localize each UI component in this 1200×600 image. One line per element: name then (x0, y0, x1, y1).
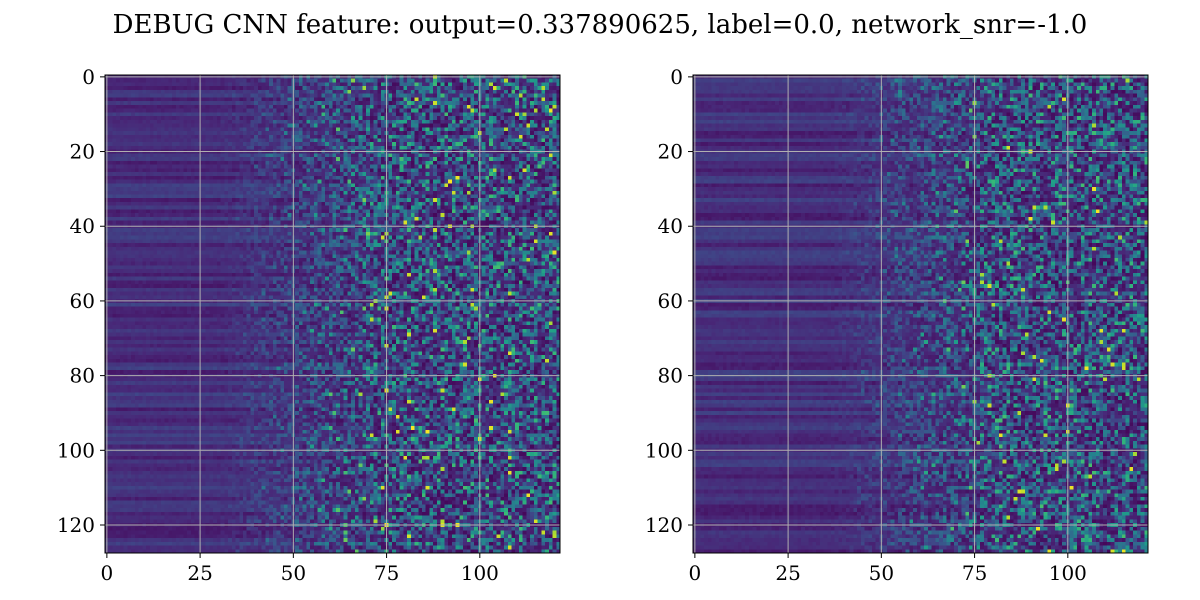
y-tick-label: 40 (658, 214, 683, 238)
x-tick-label: 25 (187, 561, 212, 585)
axes-frame (104, 74, 561, 554)
y-tick-label: 60 (70, 289, 95, 313)
heatmap-image (693, 75, 1148, 553)
y-tick-label: 120 (57, 513, 95, 537)
x-tick-label: 75 (962, 561, 987, 585)
heatmap-panel-right: 0 25 50 75 100 0 20 40 60 80 100 120 (645, 65, 1149, 585)
y-tick-label: 0 (82, 65, 95, 89)
y-tick-label: 60 (658, 289, 683, 313)
figure-title: DEBUG CNN feature: output=0.337890625, l… (113, 10, 1088, 40)
x-tick-label: 100 (461, 561, 499, 585)
y-tick-label: 80 (70, 364, 95, 388)
x-tick-label: 0 (688, 561, 701, 585)
y-tick-label: 100 (645, 438, 683, 462)
y-tick-label: 20 (70, 140, 95, 164)
y-tick-label: 100 (57, 438, 95, 462)
x-tick-label: 0 (100, 561, 113, 585)
x-tick-label: 50 (869, 561, 894, 585)
y-tick-label: 120 (645, 513, 683, 537)
y-tick-label: 40 (70, 214, 95, 238)
x-tick-label: 25 (775, 561, 800, 585)
heatmap-image (105, 75, 560, 553)
y-tick-label: 20 (658, 140, 683, 164)
y-tick-label: 80 (658, 364, 683, 388)
x-tick-label: 50 (281, 561, 306, 585)
heatmap-panel-left: 0 25 50 75 100 0 20 40 60 80 100 120 (57, 65, 561, 585)
axes-frame (692, 74, 1149, 554)
x-tick-label: 100 (1049, 561, 1087, 585)
y-tick-label: 0 (670, 65, 683, 89)
x-tick-label: 75 (374, 561, 399, 585)
